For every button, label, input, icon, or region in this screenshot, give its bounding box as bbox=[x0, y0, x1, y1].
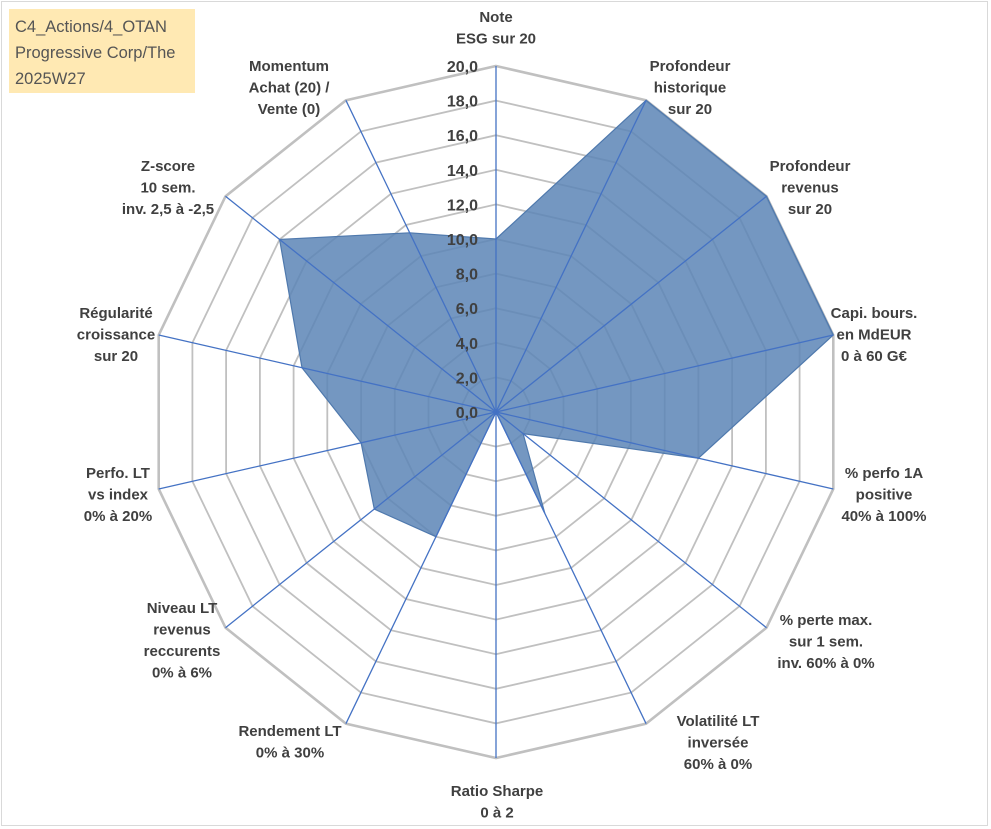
axis-label: % perte max. sur 1 sem. inv. 60% à 0% bbox=[777, 612, 874, 672]
axis-label: Profondeur revenus sur 20 bbox=[770, 158, 851, 218]
axis-label: Momentum Achat (20) / Vente (0) bbox=[249, 58, 331, 118]
tick-label: 12,0 bbox=[447, 197, 478, 214]
tick-label: 6,0 bbox=[456, 301, 478, 318]
chart-title-box: C4_Actions/4_OTAN Progressive Corp/The 2… bbox=[9, 9, 195, 93]
radar-spoke bbox=[345, 411, 497, 724]
radar-spoke bbox=[495, 411, 767, 629]
axis-label-line: Momentum bbox=[249, 58, 329, 75]
radar-spoke bbox=[495, 195, 767, 413]
axis-label-line: vs index bbox=[88, 487, 149, 504]
axis-label-line: revenus bbox=[781, 180, 839, 197]
title-line-3: 2025W27 bbox=[15, 70, 86, 88]
axis-label-line: 0% à 20% bbox=[84, 508, 152, 525]
tick-label: 18,0 bbox=[447, 94, 478, 111]
tick-label: 8,0 bbox=[456, 267, 478, 284]
axis-label-line: Ratio Sharpe bbox=[451, 783, 544, 800]
series-area bbox=[278, 99, 835, 538]
tick-label: 16,0 bbox=[447, 128, 478, 145]
axis-label-line: croissance bbox=[77, 327, 155, 344]
title-line-2: Progressive Corp/The bbox=[15, 44, 176, 62]
axis-label-line: Volatilité LT bbox=[677, 713, 760, 730]
radar-series-area bbox=[278, 99, 835, 538]
axis-label-line: 0 à 2 bbox=[480, 805, 513, 822]
radar-spoke bbox=[225, 411, 497, 629]
axis-label-line: revenus bbox=[153, 622, 211, 639]
tick-label: 10,0 bbox=[447, 232, 478, 249]
axis-label: Perfo. LT vs index 0% à 20% bbox=[84, 465, 152, 525]
axis-label-line: 0% à 6% bbox=[152, 665, 212, 682]
radar-spoke bbox=[495, 411, 834, 490]
axis-label-line: ESG sur 20 bbox=[456, 31, 536, 48]
radar-tick-labels: 0,0 2,0 4,0 6,0 8,0 10,0 12,0 14,0 16,0 18,0 20,0 bbox=[447, 59, 478, 422]
axis-label-line: Niveau LT bbox=[147, 600, 218, 617]
tick-label: 0,0 bbox=[456, 405, 478, 422]
axis-label-line: Régularité bbox=[79, 305, 152, 322]
tick-label: 14,0 bbox=[447, 163, 478, 180]
radar-spoke bbox=[495, 334, 834, 413]
tick-label: 4,0 bbox=[456, 336, 478, 353]
axis-label-line: Rendement LT bbox=[238, 723, 341, 740]
axis-label-line: % perte max. bbox=[780, 612, 873, 629]
axis-label-line: en MdEUR bbox=[837, 327, 912, 344]
tick-label: 2,0 bbox=[456, 370, 478, 387]
axis-label: % perfo 1A positive 40% à 100% bbox=[841, 465, 926, 525]
axis-label-line: reccurents bbox=[144, 643, 221, 660]
axis-label-line: Vente (0) bbox=[258, 101, 321, 118]
axis-label-line: inv. 60% à 0% bbox=[777, 655, 874, 672]
axis-label: Z-score 10 sem. inv. 2,5 à -2,5 bbox=[122, 158, 214, 218]
radar-spoke bbox=[495, 100, 647, 413]
axis-label-line: Note bbox=[479, 9, 512, 26]
axis-label-line: Achat (20) / bbox=[249, 80, 331, 97]
axis-label-line: 0 à 60 G€ bbox=[841, 348, 908, 365]
axis-label: Ratio Sharpe 0 à 2 bbox=[451, 783, 544, 822]
radar-spoke bbox=[158, 334, 497, 413]
axis-label-line: Profondeur bbox=[770, 158, 851, 175]
axis-label-line: sur 1 sem. bbox=[789, 634, 863, 651]
axis-label-line: Perfo. LT bbox=[86, 465, 150, 482]
axis-label-line: 0% à 30% bbox=[256, 745, 324, 762]
title-line-1: C4_Actions/4_OTAN bbox=[15, 18, 167, 36]
axis-label-line: 10 sem. bbox=[140, 180, 195, 197]
radar-axis-labels: Note ESG sur 20 Profondeur historique sur 20… bbox=[77, 9, 927, 822]
tick-label: 20,0 bbox=[447, 59, 478, 76]
axis-label-line: 60% à 0% bbox=[684, 756, 752, 773]
axis-label: Profondeur historique sur 20 bbox=[650, 58, 731, 118]
axis-label-line: positive bbox=[856, 487, 913, 504]
radar-spoke bbox=[345, 100, 497, 413]
axis-label: Capi. bours. en MdEUR 0 à 60 G€ bbox=[831, 305, 918, 365]
axis-label-line: sur 20 bbox=[668, 101, 712, 118]
axis-label: Niveau LT revenus reccurents 0% à 6% bbox=[144, 600, 221, 682]
axis-label: Rendement LT 0% à 30% bbox=[238, 723, 341, 762]
axis-label-line: Z-score bbox=[141, 158, 195, 175]
axis-label: Volatilité LT inversée 60% à 0% bbox=[677, 713, 760, 773]
radar-spoke bbox=[158, 411, 497, 490]
radar-spoke bbox=[225, 195, 497, 413]
axis-label-line: 40% à 100% bbox=[841, 508, 926, 525]
axis-label-line: sur 20 bbox=[788, 201, 832, 218]
radar-spoke bbox=[495, 411, 647, 724]
axis-label-line: Capi. bours. bbox=[831, 305, 918, 322]
axis-label-line: sur 20 bbox=[94, 348, 138, 365]
axis-label: Note ESG sur 20 bbox=[456, 9, 536, 48]
axis-label-line: inversée bbox=[688, 735, 749, 752]
axis-label-line: % perfo 1A bbox=[845, 465, 924, 482]
radar-spokes bbox=[158, 66, 834, 758]
axis-label-line: historique bbox=[654, 80, 727, 97]
axis-label-line: Profondeur bbox=[650, 58, 731, 75]
axis-label-line: inv. 2,5 à -2,5 bbox=[122, 201, 214, 218]
axis-label: Régularité croissance sur 20 bbox=[77, 305, 155, 365]
